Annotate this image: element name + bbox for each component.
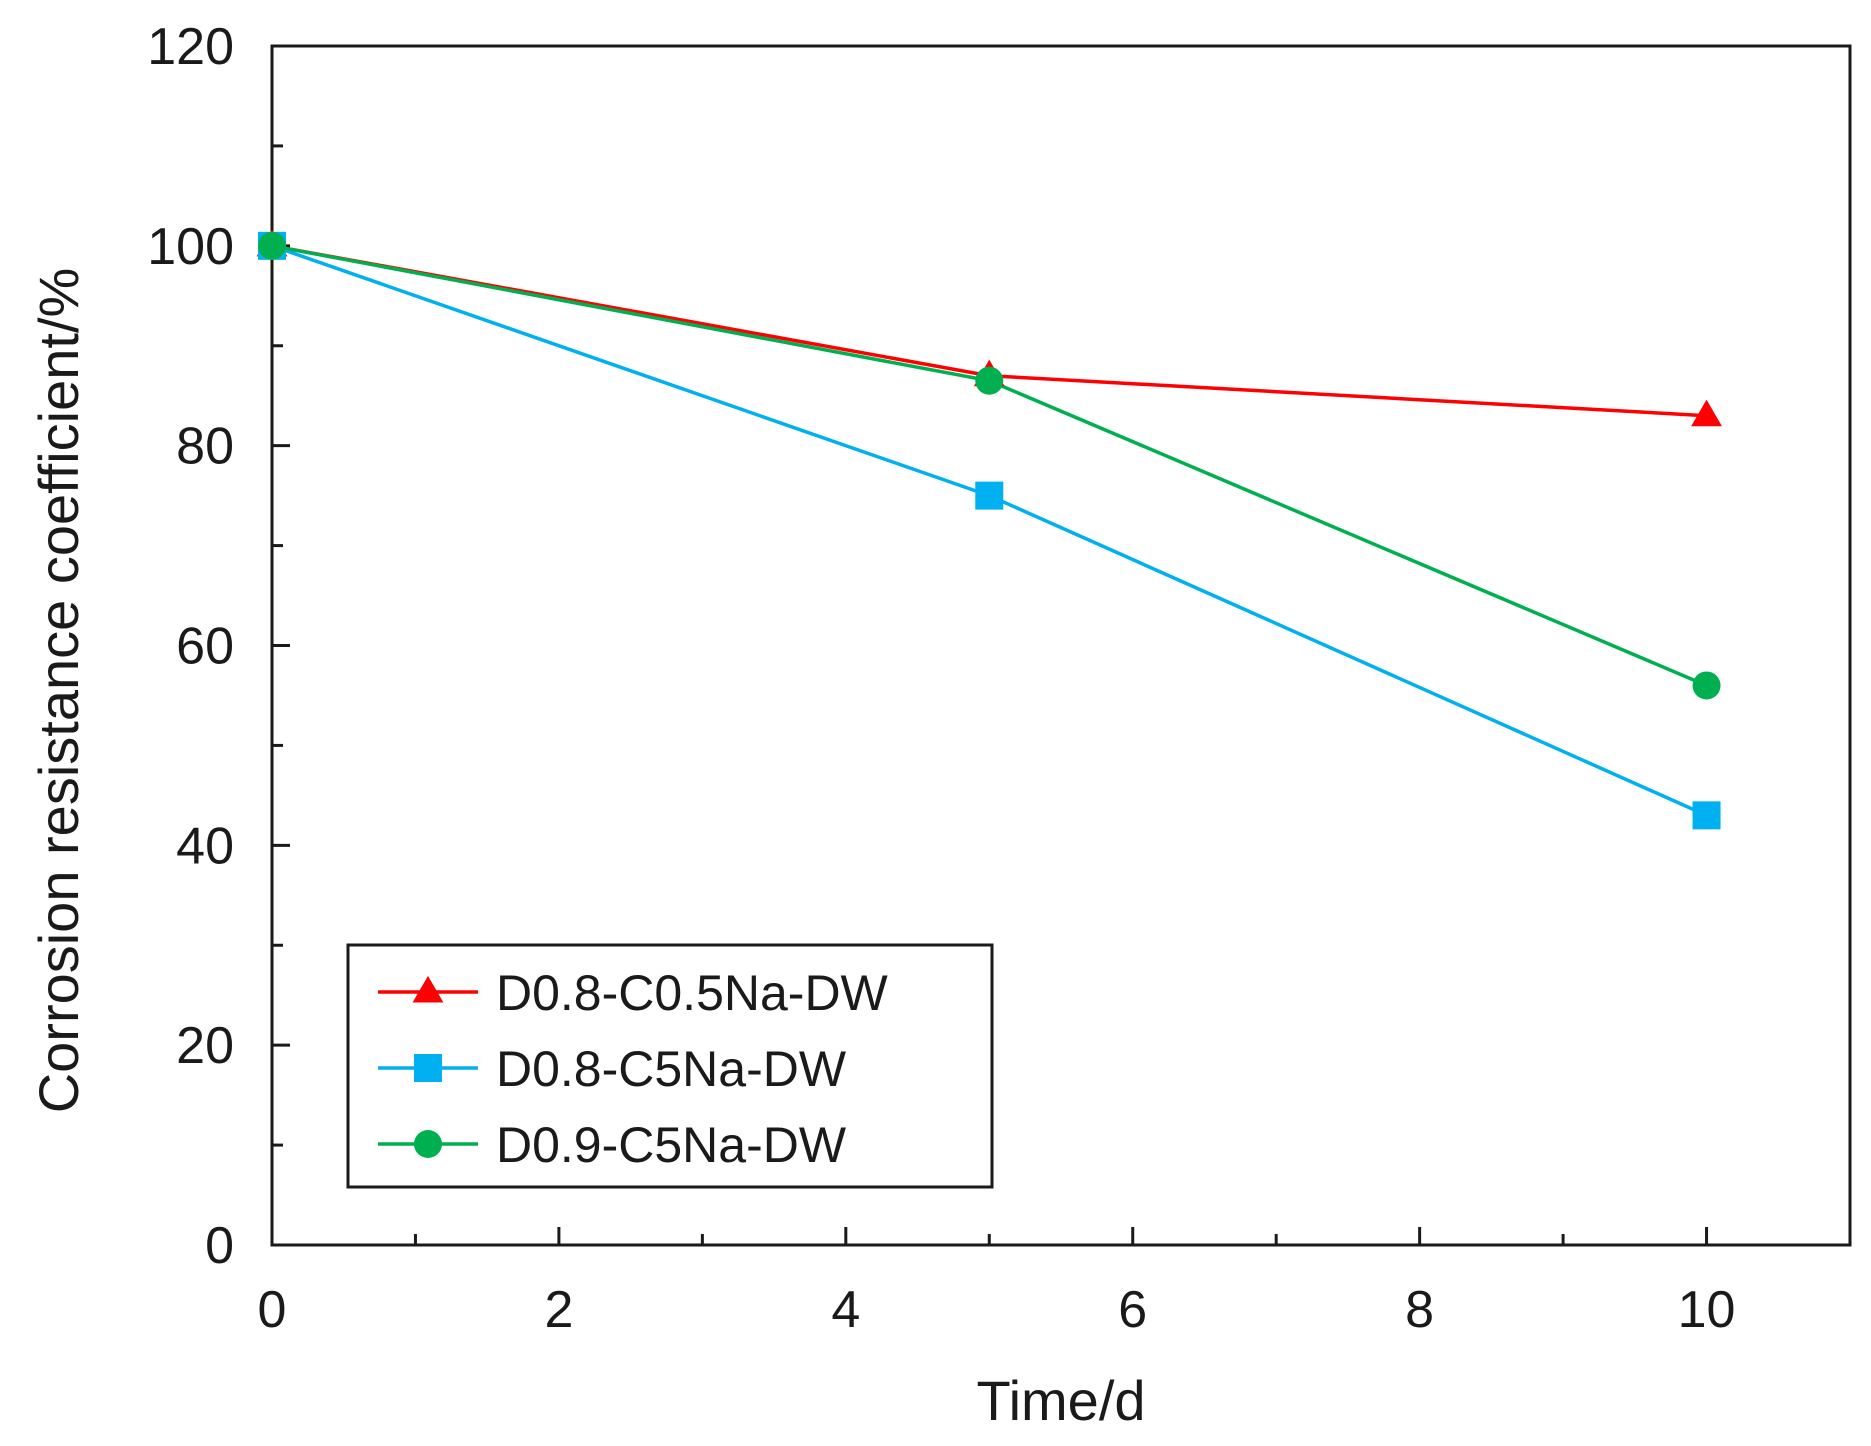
series-line-2 — [271, 244, 1708, 817]
data-point-square-2 — [1692, 801, 1721, 830]
legend-box — [346, 943, 994, 1189]
x-tick-label: 8 — [1405, 1281, 1434, 1339]
y-tick-label: 40 — [176, 817, 234, 875]
legend-marker-circle — [414, 1130, 442, 1158]
series-layer — [256, 229, 1722, 830]
data-point-square-2 — [975, 481, 1004, 510]
y-tick-label: 120 — [147, 18, 234, 76]
y-tick-label: 80 — [176, 418, 234, 476]
data-point-circle-3 — [1692, 671, 1721, 700]
x-tick-label: 0 — [258, 1281, 287, 1339]
y-tick-label: 100 — [147, 218, 234, 276]
x-axis-title: Time/d — [976, 1369, 1145, 1432]
data-point-triangle-1 — [1691, 399, 1722, 427]
legend-marker-square — [414, 1054, 442, 1082]
x-tick-label: 2 — [544, 1281, 573, 1339]
legend: D0.8-C0.5Na-DW D0.8-C5Na-DW D0.9-C5Na-DW — [346, 943, 994, 1189]
y-tick-label: 60 — [176, 618, 234, 676]
legend-label: D0.8-C0.5Na-DW — [496, 965, 889, 1021]
y-tick-label: 0 — [205, 1217, 234, 1275]
legend-marker-triangle — [412, 975, 444, 1003]
data-point-circle-3 — [258, 231, 286, 260]
legend-label: D0.8-C5Na-DW — [496, 1041, 847, 1097]
data-point-circle-3 — [975, 366, 1004, 395]
legend-label: D0.9-C5Na-DW — [496, 1117, 847, 1173]
x-tick-label: 10 — [1678, 1281, 1736, 1339]
y-axis-title: Corrosion resistance coefficient/% — [27, 268, 90, 1114]
y-tick-label: 20 — [176, 1017, 234, 1075]
series-line-3 — [271, 244, 1708, 688]
x-tick-label: 4 — [831, 1281, 860, 1339]
x-tick-label: 6 — [1118, 1281, 1147, 1339]
